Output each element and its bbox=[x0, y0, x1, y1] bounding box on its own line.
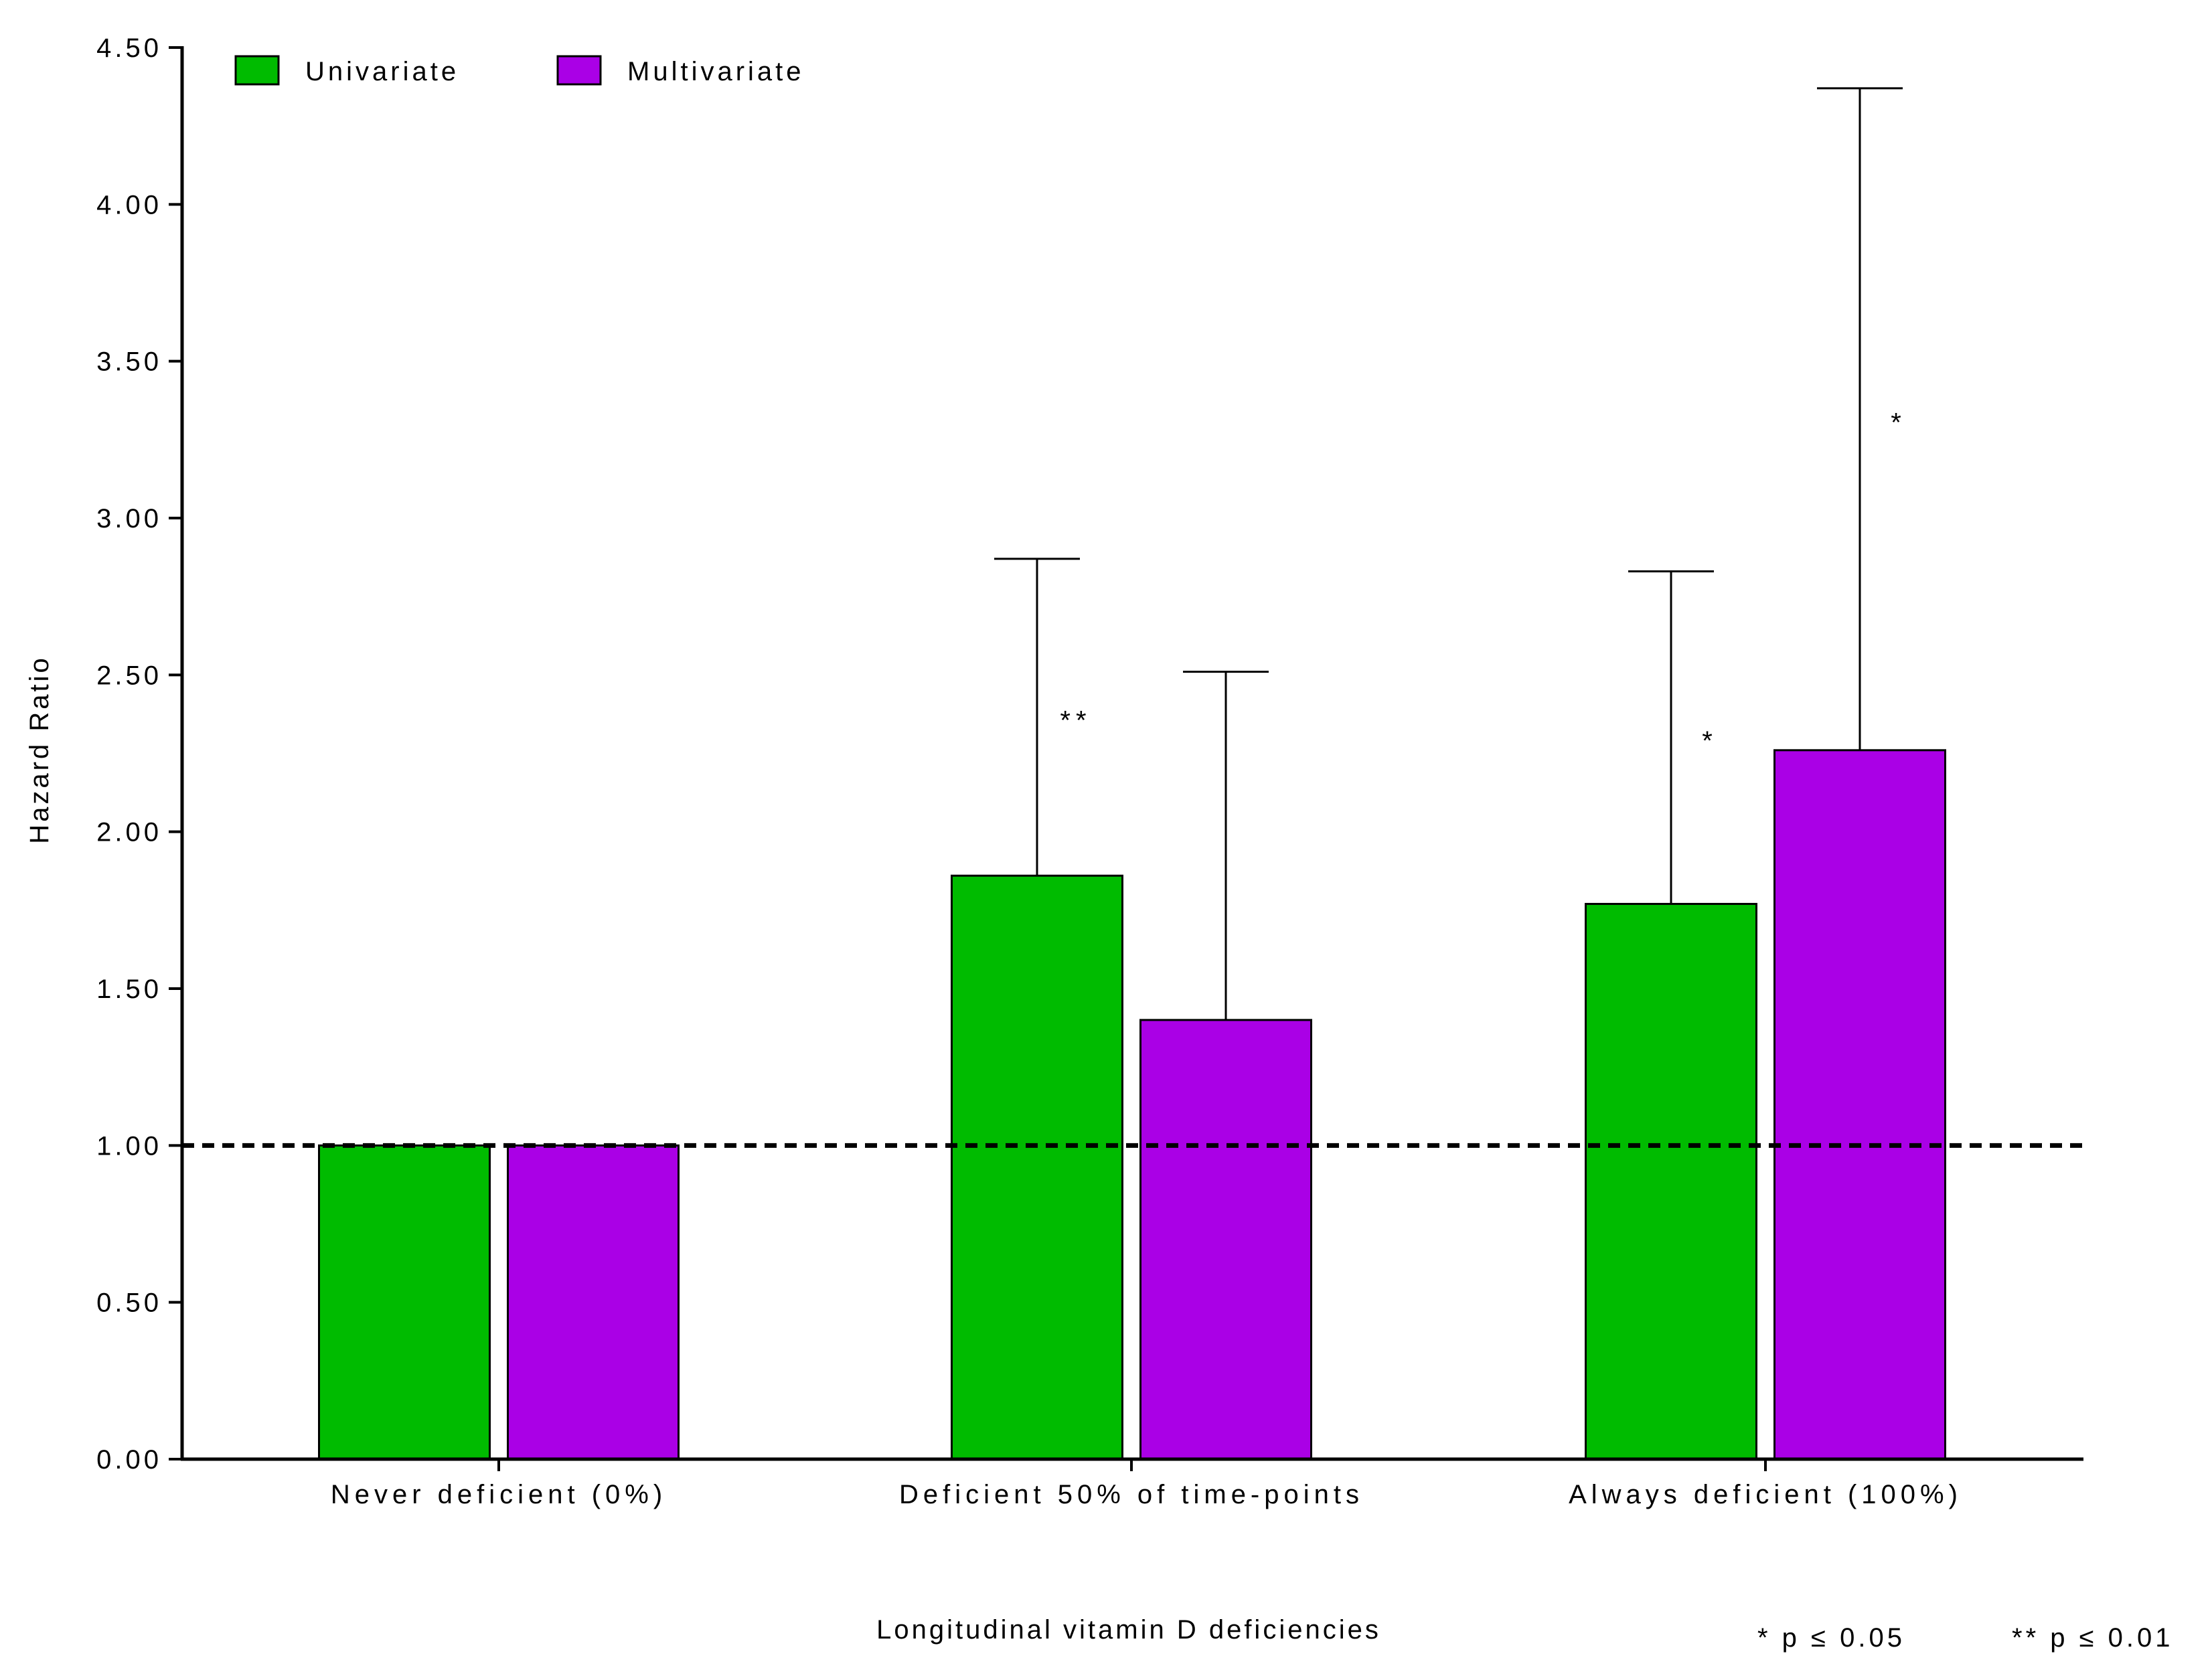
category-label-2: Always deficient (100%) bbox=[1569, 1480, 1962, 1509]
category-label-1: Deficient 50% of time-points bbox=[899, 1480, 1364, 1509]
y-axis-title: Hazard Ratio bbox=[25, 655, 54, 843]
bar-univariate-2 bbox=[1585, 902, 1757, 1460]
y-tick-label-9: 4.50 bbox=[96, 33, 162, 63]
y-tick-label-6: 3.00 bbox=[96, 504, 162, 533]
bars-layer bbox=[318, 87, 1946, 1460]
footnote-p001: ** p ≤ 0.01 bbox=[2012, 1623, 2174, 1653]
legend: Univariate Multivariate bbox=[234, 55, 805, 86]
significance-mark-univariate-1: ** bbox=[1060, 706, 1091, 736]
labels-layer: Never deficient (0%)**Deficient 50% of t… bbox=[96, 33, 1962, 1509]
bar-univariate-0 bbox=[318, 1144, 491, 1460]
legend-swatch-univariate bbox=[234, 55, 280, 86]
y-tick-label-0: 0.00 bbox=[96, 1445, 162, 1475]
category-label-0: Never deficient (0%) bbox=[331, 1480, 667, 1509]
bar-multivariate-0 bbox=[507, 1144, 680, 1460]
bar-multivariate-2 bbox=[1773, 749, 1946, 1460]
y-tick-label-1: 0.50 bbox=[96, 1288, 162, 1318]
significance-mark-multivariate-2: * bbox=[1891, 408, 1907, 437]
y-tick-label-4: 2.00 bbox=[96, 818, 162, 847]
bar-univariate-1 bbox=[951, 874, 1123, 1460]
legend-label-univariate: Univariate bbox=[305, 57, 459, 86]
bar-multivariate-1 bbox=[1139, 1019, 1312, 1460]
y-tick-label-2: 1.00 bbox=[96, 1131, 162, 1161]
y-tick-label-7: 3.50 bbox=[96, 347, 162, 377]
footnote-p005: * p ≤ 0.05 bbox=[1757, 1623, 1905, 1653]
y-tick-label-3: 1.50 bbox=[96, 975, 162, 1004]
axes-layer bbox=[169, 46, 2083, 1471]
y-tick-label-5: 2.50 bbox=[96, 661, 162, 690]
significance-mark-univariate-2: * bbox=[1702, 726, 1718, 756]
legend-swatch-multivariate bbox=[556, 55, 602, 86]
legend-label-multivariate: Multivariate bbox=[627, 57, 805, 86]
y-tick-label-8: 4.00 bbox=[96, 190, 162, 220]
x-axis-title: Longitudinal vitamin D deficiencies bbox=[876, 1615, 1381, 1645]
